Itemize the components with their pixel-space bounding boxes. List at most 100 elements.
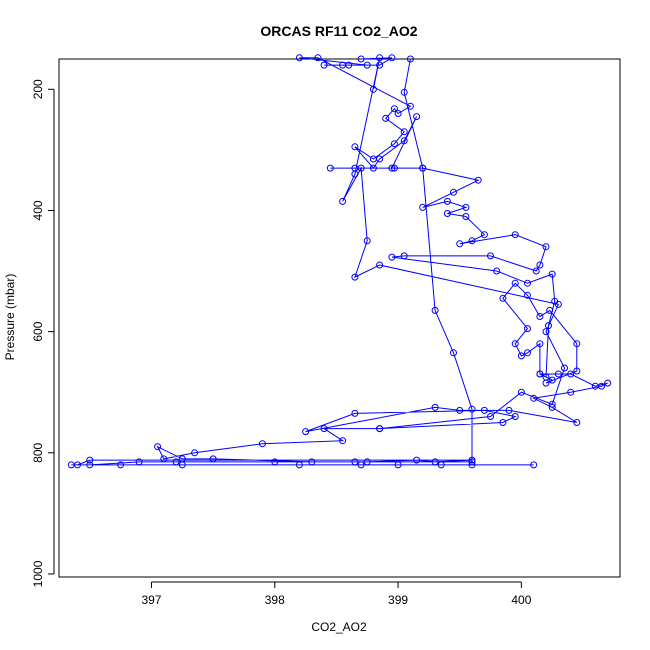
data-point	[388, 54, 396, 62]
data-point	[573, 367, 581, 375]
data-point	[154, 443, 162, 451]
data-point	[369, 85, 377, 93]
data-point	[480, 406, 488, 414]
data-point	[376, 261, 384, 269]
data-point	[400, 88, 408, 96]
data-point	[548, 270, 556, 278]
x-tick-label: 400	[511, 593, 531, 607]
data-point	[468, 461, 476, 469]
data-point	[468, 237, 476, 245]
data-point	[524, 279, 531, 287]
data-point	[517, 352, 525, 360]
y-axis-label: Pressure (mbar)	[3, 274, 17, 361]
data-point	[545, 322, 552, 330]
data-point	[511, 279, 519, 287]
data-point	[561, 364, 568, 372]
data-point	[567, 388, 575, 396]
data-point	[499, 419, 507, 426]
data-point	[462, 213, 470, 220]
data-point	[598, 382, 605, 390]
data-point	[376, 61, 384, 69]
x-axis-label: CO2_AO2	[311, 620, 367, 634]
data-point	[532, 267, 540, 275]
data-point	[462, 203, 470, 211]
x-tick-label: 397	[141, 593, 161, 607]
data-point	[351, 273, 359, 281]
data-point	[511, 340, 519, 348]
series-2	[339, 54, 568, 433]
data-point	[351, 143, 359, 151]
data-point	[573, 419, 581, 426]
data-point	[530, 461, 538, 469]
x-axis: 397 398 399 400	[141, 581, 532, 607]
y-tick-label: 200	[31, 79, 45, 99]
data-point	[511, 231, 519, 239]
data-point	[357, 55, 365, 63]
data-point	[419, 164, 427, 172]
y-tick-label: 1000	[31, 560, 45, 587]
data-point	[400, 137, 408, 145]
y-tick-label: 600	[31, 321, 45, 341]
data-point	[548, 376, 556, 384]
data-point	[363, 61, 371, 69]
data-point	[554, 370, 562, 378]
data-point	[443, 197, 451, 205]
data-point	[394, 110, 402, 117]
data-point	[258, 440, 266, 448]
data-point	[567, 370, 575, 378]
series-line	[71, 57, 608, 466]
data-point	[400, 128, 408, 136]
data-point	[499, 294, 507, 302]
data-point	[443, 210, 451, 217]
data-point	[326, 164, 334, 172]
data-point	[487, 252, 494, 260]
data-point	[363, 237, 371, 245]
data-point	[314, 54, 322, 62]
data-point	[468, 405, 476, 413]
data-point	[536, 340, 544, 348]
data-point	[339, 61, 347, 69]
data-point	[376, 155, 384, 163]
data-point	[376, 54, 384, 62]
chart-title: ORCAS RF11 CO2_AO2	[260, 23, 417, 39]
series-layer	[67, 54, 612, 469]
data-point	[339, 437, 347, 445]
data-point	[406, 102, 414, 110]
data-point	[295, 461, 303, 469]
x-tick-label: 398	[265, 593, 285, 607]
data-point	[295, 54, 303, 62]
data-point	[493, 267, 501, 275]
data-point	[376, 425, 384, 433]
data-point	[86, 461, 94, 469]
data-point	[357, 164, 365, 172]
data-point	[390, 140, 398, 148]
data-point	[450, 188, 457, 196]
data-point	[456, 406, 464, 414]
data-point	[536, 370, 544, 378]
data-point	[546, 306, 554, 314]
data-point	[388, 164, 396, 172]
data-point	[573, 340, 581, 348]
data-point	[388, 253, 396, 261]
series-line	[342, 57, 566, 430]
data-point	[450, 349, 457, 357]
data-point	[394, 461, 402, 469]
data-point	[524, 291, 531, 299]
data-point	[339, 197, 347, 205]
data-point	[390, 105, 398, 113]
data-point	[172, 458, 180, 466]
data-point	[419, 203, 427, 211]
x-tick-label: 399	[388, 593, 408, 607]
data-point	[413, 113, 421, 121]
data-point	[431, 403, 439, 411]
series-1	[67, 54, 612, 469]
plot-frame	[58, 58, 621, 578]
data-point	[604, 379, 612, 387]
data-point	[437, 461, 445, 469]
data-point	[117, 461, 125, 469]
data-point	[400, 252, 408, 260]
data-point	[548, 400, 556, 408]
data-point	[160, 455, 168, 463]
data-point	[320, 61, 328, 69]
